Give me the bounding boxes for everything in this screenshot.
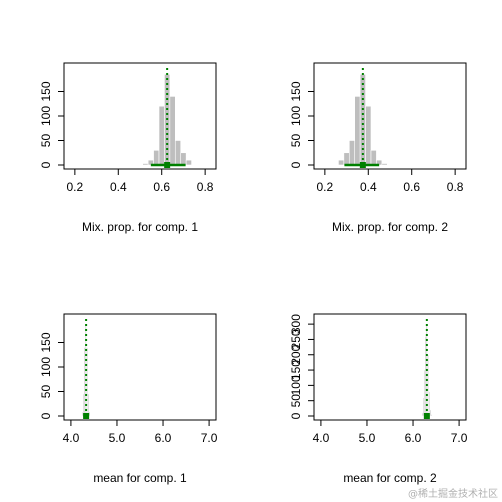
histogram-bar xyxy=(169,96,176,166)
y-tick-label: 100 xyxy=(39,106,53,126)
x-tick-label: 5.0 xyxy=(109,431,126,445)
y-tick-label: 50 xyxy=(39,385,53,399)
histogram-bar xyxy=(370,150,377,166)
y-tick-label: 150 xyxy=(289,360,303,380)
histogram-bar xyxy=(430,414,433,417)
mean-marker xyxy=(83,413,90,419)
histogram-bar xyxy=(338,159,345,166)
histogram-bar xyxy=(174,140,182,166)
histogram-bar xyxy=(180,152,187,166)
y-tick-label: 100 xyxy=(289,375,303,395)
x-tick-label: 6.0 xyxy=(155,431,172,445)
x-axis-title: mean for comp. 2 xyxy=(343,471,437,485)
histogram-bar xyxy=(348,140,356,166)
x-axis-title: Mix. prop. for comp. 1 xyxy=(82,220,198,234)
histogram-panel-1: 0.2 0.4 0.6 0.8 0 50 100 150 Mix. prop. for comp… xyxy=(39,62,217,234)
x-tick-label: 0.8 xyxy=(447,180,464,194)
x-tick-label: 6.0 xyxy=(405,431,422,445)
plot-frame xyxy=(313,313,467,421)
histogram-bar xyxy=(142,163,149,166)
histogram-bar xyxy=(343,152,350,166)
mean-marker xyxy=(423,413,430,419)
x-tick-label: 0.2 xyxy=(67,180,84,194)
y-tick-label: 300 xyxy=(289,314,303,334)
plot-frame xyxy=(313,62,467,170)
histogram-panel-3: 4.0 5.0 6.0 7.0 0 50 100 150 mean for comp. 1 xyxy=(39,313,218,485)
y-tick-label: 50 xyxy=(289,394,303,408)
histogram-bar xyxy=(365,105,372,166)
y-tick-label: 0 xyxy=(39,412,53,419)
y-tick-label: 0 xyxy=(39,161,53,168)
histogram-bar xyxy=(381,163,388,166)
x-tick-label: 0.8 xyxy=(197,180,214,194)
y-tick-label: 100 xyxy=(289,106,303,126)
x-tick-label: 7.0 xyxy=(451,431,468,445)
histogram-panel-2: 0.2 0.4 0.6 0.8 0 50 100 150 Mix. prop. for comp… xyxy=(289,62,467,234)
x-tick-label: 0.4 xyxy=(110,180,127,194)
histogram-bar xyxy=(153,150,160,166)
y-tick-label: 50 xyxy=(39,134,53,148)
x-tick-label: 0.4 xyxy=(360,180,377,194)
y-tick-label: 150 xyxy=(289,81,303,101)
x-tick-label: 4.0 xyxy=(63,431,80,445)
y-tick-label: 150 xyxy=(39,81,53,101)
y-tick-label: 250 xyxy=(289,329,303,349)
y-tick-label: 0 xyxy=(289,161,303,168)
x-axis-title: Mix. prop. for comp. 2 xyxy=(332,220,448,234)
x-tick-label: 7.0 xyxy=(201,431,218,445)
y-tick-label: 0 xyxy=(289,412,303,419)
x-axis-title: mean for comp. 1 xyxy=(93,471,187,485)
x-tick-label: 0.2 xyxy=(317,180,334,194)
x-tick-label: 0.6 xyxy=(153,180,170,194)
x-tick-label: 4.0 xyxy=(313,431,330,445)
y-tick-label: 150 xyxy=(39,332,53,352)
y-tick-label: 100 xyxy=(39,357,53,377)
histogram-bar xyxy=(185,159,192,166)
mean-marker xyxy=(359,162,366,168)
y-tick-label: 200 xyxy=(289,344,303,364)
plot-frame xyxy=(63,62,217,170)
histogram-bar xyxy=(158,105,165,166)
mean-marker xyxy=(164,162,171,168)
histogram-bar xyxy=(429,409,432,417)
x-tick-label: 0.6 xyxy=(403,180,420,194)
x-tick-label: 5.0 xyxy=(359,431,376,445)
y-tick-label: 50 xyxy=(289,134,303,148)
watermark-text: @稀土掘金技术社区 xyxy=(408,489,498,500)
histogram-bar xyxy=(354,96,361,166)
